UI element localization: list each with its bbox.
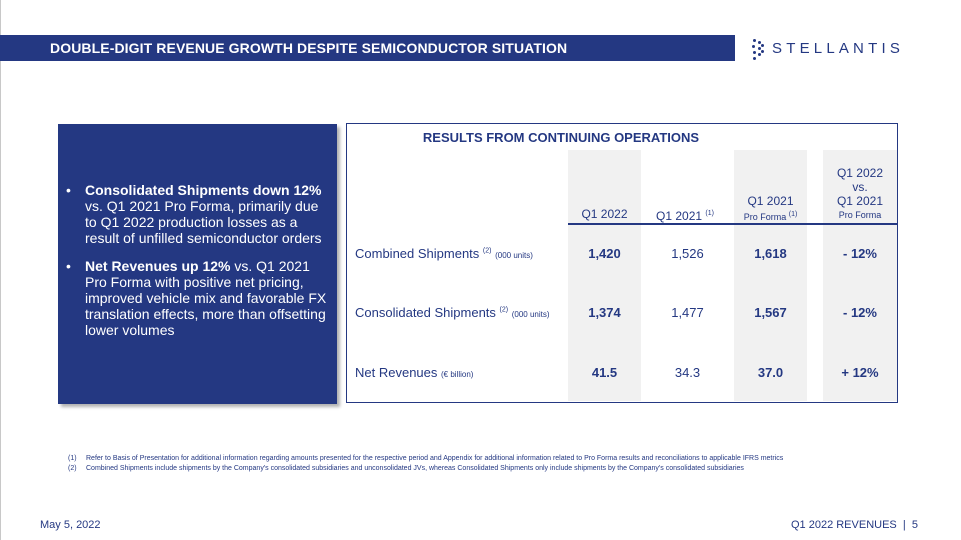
column-header-q1-2022: Q1 2022 bbox=[581, 207, 628, 221]
slide-left-rule bbox=[0, 0, 1, 540]
slide-title: DOUBLE-DIGIT REVENUE GROWTH DESPITE SEMI… bbox=[50, 40, 568, 56]
table-title: RESULTS FROM CONTINUING OPERATIONS bbox=[422, 130, 700, 145]
bullet-marker: • bbox=[66, 258, 71, 274]
table-cell: 1,374 bbox=[588, 305, 621, 320]
column-shade-q1-2021-pro-forma bbox=[734, 150, 807, 401]
bullet-item: • Net Revenues up 12% vs. Q1 2021 Pro Fo… bbox=[66, 258, 331, 338]
bullet-marker: • bbox=[66, 182, 71, 198]
logo-wordmark: STELLANTIS bbox=[772, 40, 905, 57]
table-cell: 1,420 bbox=[588, 246, 621, 261]
table-cell: 1,618 bbox=[754, 246, 787, 261]
bullet-bold: Net Revenues up 12% bbox=[85, 258, 231, 274]
footnotes: (1) Refer to Basis of Presentation for ad… bbox=[68, 454, 783, 474]
summary-bullets: • Consolidated Shipments down 12% vs. Q1… bbox=[66, 182, 331, 350]
footnote-2: (2) Combined Shipments include shipments … bbox=[68, 465, 744, 472]
footer-date: May 5, 2022 bbox=[40, 519, 101, 531]
table-cell: 1,567 bbox=[754, 305, 787, 320]
row-label-combined-shipments: Combined Shipments (2) (000 units) bbox=[355, 246, 533, 261]
table-header-rule bbox=[568, 223, 898, 225]
bullet-bold: Consolidated Shipments down 12% bbox=[85, 182, 322, 198]
header-bar bbox=[0, 35, 735, 61]
footnote-1: (1) Refer to Basis of Presentation for ad… bbox=[68, 455, 784, 462]
column-header-variance: Q1 2022 vs. Q1 2021 Pro Forma bbox=[836, 166, 884, 220]
stellantis-logo: STELLANTIS bbox=[752, 36, 927, 62]
row-label-net-revenues: Net Revenues (€ billion) bbox=[355, 365, 474, 380]
table-cell: - 12% bbox=[843, 305, 877, 320]
bullet-item: • Consolidated Shipments down 12% vs. Q1… bbox=[66, 182, 331, 246]
table-cell: 1,477 bbox=[671, 305, 704, 320]
dots-icon bbox=[752, 36, 766, 62]
bullet-text: vs. Q1 2021 Pro Forma, primarily due to … bbox=[85, 198, 322, 246]
bullet-text: vs. Q1 2021 Pro Forma with positive net … bbox=[85, 258, 327, 338]
column-header-q1-2021-pro-forma: Q1 2021 Pro Forma (1) bbox=[743, 194, 798, 222]
table-cell: 37.0 bbox=[757, 365, 784, 380]
table-cell: - 12% bbox=[843, 246, 877, 261]
table-cell: + 12% bbox=[841, 365, 879, 380]
column-shade-q1-2022 bbox=[568, 150, 641, 401]
column-shade-variance bbox=[823, 150, 897, 401]
column-header-q1-2021: Q1 2021 (1) bbox=[656, 209, 714, 223]
row-label-consolidated-shipments: Consolidated Shipments (2) (000 units) bbox=[355, 305, 550, 320]
table-cell: 34.3 bbox=[674, 365, 701, 380]
table-cell: 41.5 bbox=[591, 365, 618, 380]
summary-panel: • Consolidated Shipments down 12% vs. Q1… bbox=[58, 124, 337, 404]
table-cell: 1,526 bbox=[671, 246, 704, 261]
footer-page-info: Q1 2022 REVENUES | 5 bbox=[790, 519, 918, 531]
